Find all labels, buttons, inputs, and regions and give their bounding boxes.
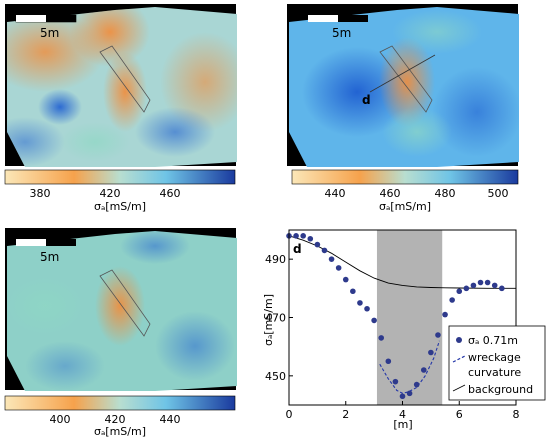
panel-letter: a — [9, 6, 16, 19]
legend-label: background — [468, 383, 533, 396]
plot-frame — [288, 229, 517, 406]
y-ticks: 450 470 490 — [265, 253, 293, 383]
data-point — [357, 300, 363, 306]
colorbar-label: σₐ[mS/m] — [94, 425, 146, 437]
colorbar-tick: 400 — [50, 413, 71, 426]
profile-line — [369, 54, 436, 93]
colorbar — [4, 395, 236, 411]
y-tick-label: 470 — [265, 312, 286, 325]
series-points — [286, 233, 505, 400]
data-point — [406, 390, 413, 397]
legend: σₐ 0.71m wreckage curvature background — [448, 325, 546, 401]
data-point — [435, 332, 441, 338]
x-tick-label: 0 — [286, 408, 293, 421]
colorbar — [291, 169, 519, 185]
legend-label: wreckage — [468, 351, 521, 364]
profile-letter: d — [362, 93, 371, 107]
profile-chart: 450 470 490 0 2 4 6 8 d [m] σₐ[mS/m] σₐ 0.71m … — [262, 229, 546, 431]
colorbar-tick: 500 — [488, 187, 509, 200]
data-point — [484, 279, 491, 286]
colorbar-tick: 420 — [100, 187, 121, 200]
panel-letter: c — [9, 230, 16, 243]
data-point — [321, 247, 328, 254]
data-point — [335, 265, 342, 271]
data-point — [477, 279, 484, 286]
data-point — [442, 311, 448, 318]
colorbar-label: σₐ[mS/m] — [94, 200, 146, 213]
data-point — [293, 233, 299, 239]
data-point — [350, 288, 356, 295]
series-wreckage-line — [379, 340, 440, 394]
data-point — [491, 282, 498, 289]
legend-marker-wreckage — [452, 355, 466, 363]
data-point — [413, 381, 420, 388]
data-point — [470, 282, 477, 289]
legend-box — [448, 325, 546, 401]
colorbar-tick: 440 — [160, 413, 181, 426]
wreck-outline — [99, 269, 151, 337]
data-point — [449, 297, 455, 303]
data-point — [371, 317, 377, 324]
colorbar-tick: 440 — [325, 187, 346, 200]
colorbar-tick: 460 — [160, 187, 181, 200]
legend-label: curvature — [468, 366, 521, 379]
data-point — [399, 393, 406, 400]
y-tick-label: 450 — [265, 370, 286, 383]
scale-label: 5m — [40, 26, 59, 40]
colorbar-tick: 480 — [435, 187, 456, 200]
panel-letter: d — [293, 242, 302, 256]
data-point — [499, 285, 505, 292]
scale-label: 5m — [332, 26, 351, 40]
panel-a: 5m a 380 420 460 σₐ[mS/m] — [4, 4, 237, 213]
wreck-outline — [379, 45, 433, 113]
legend-marker-background — [452, 384, 466, 392]
data-point — [342, 276, 349, 283]
panel-letter: b — [291, 6, 299, 19]
colorbar-tick: 420 — [105, 413, 126, 426]
colorbar-tick: 380 — [30, 187, 51, 200]
data-point — [463, 285, 470, 292]
y-axis-label: σₐ[mS/m] — [262, 294, 275, 346]
data-point — [378, 335, 385, 341]
x-tick-label: 2 — [342, 408, 349, 421]
colorbar — [4, 169, 236, 185]
data-point — [428, 349, 434, 356]
x-tick-label: 8 — [513, 408, 520, 421]
colorbar-tick: 460 — [380, 187, 401, 200]
data-point — [314, 241, 321, 248]
y-tick-label: 490 — [265, 253, 286, 266]
x-tick-label: 6 — [456, 408, 463, 421]
data-point — [456, 288, 463, 295]
data-point — [385, 358, 392, 365]
panel-c: 5m c 400 420 440 σₐ[mS/m] — [4, 228, 237, 437]
x-axis-label: [m] — [393, 418, 412, 431]
data-point — [364, 305, 370, 312]
wreck-outline — [99, 45, 151, 113]
series-background-line — [288, 235, 516, 289]
panel-b: d 5m b 440 460 480 500 σₐ[mS/m] — [287, 4, 519, 213]
data-point — [307, 235, 314, 242]
data-point — [300, 233, 306, 239]
data-point — [392, 378, 399, 385]
legend-marker-points — [456, 337, 462, 343]
x-tick-label: 4 — [399, 408, 406, 421]
legend-label: σₐ 0.71m — [468, 334, 518, 347]
data-point — [420, 367, 427, 373]
data-point — [328, 256, 335, 262]
scale-label: 5m — [40, 250, 59, 264]
wreck-band — [376, 230, 443, 405]
colorbar-label: σₐ[mS/m] — [379, 200, 431, 213]
